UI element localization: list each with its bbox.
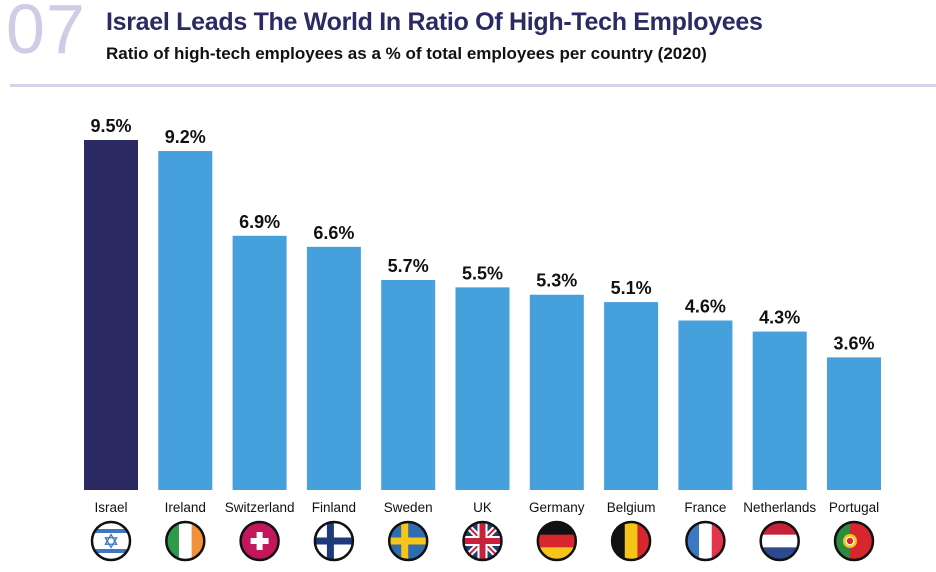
bar-belgium (604, 302, 659, 490)
header-divider (10, 84, 936, 87)
value-label-switzerland: 6.9% (239, 212, 280, 232)
flag-outline (90, 520, 132, 562)
chart-header: 07 Israel Leads The World In Ratio Of Hi… (0, 0, 936, 90)
value-label-france: 4.6% (685, 297, 726, 317)
flag-outline (610, 520, 652, 562)
flag-outline (239, 520, 280, 562)
flag-outline (685, 520, 726, 562)
category-label-switzerland: Switzerland (225, 500, 295, 515)
flag-outline (833, 520, 875, 562)
value-label-belgium: 5.1% (611, 278, 652, 298)
bar-switzerland (232, 235, 287, 490)
chart-subtitle: Ratio of high-tech employees as a % of t… (106, 44, 707, 63)
flag-outline (387, 520, 429, 562)
value-label-finland: 6.6% (313, 223, 354, 243)
value-label-sweden: 5.7% (388, 256, 429, 276)
category-label-belgium: Belgium (607, 500, 656, 515)
category-label-france: France (684, 500, 726, 515)
bar-germany (529, 294, 584, 490)
flag-outline (759, 520, 800, 562)
bar-uk (455, 287, 510, 490)
value-label-ireland: 9.2% (165, 127, 206, 147)
flag-outline (536, 520, 578, 562)
value-label-germany: 5.3% (536, 271, 577, 291)
value-label-uk: 5.5% (462, 263, 503, 283)
bar-israel (84, 140, 138, 490)
category-label-uk: UK (473, 500, 492, 515)
flag-outline (165, 520, 206, 562)
value-label-portugal: 3.6% (833, 333, 874, 353)
category-label-netherlands: Netherlands (743, 500, 816, 515)
category-label-israel: Israel (94, 500, 127, 515)
flag-outline (462, 520, 503, 562)
bar-finland (306, 246, 361, 490)
category-label-germany: Germany (529, 500, 585, 515)
category-label-ireland: Ireland (165, 500, 206, 515)
bar-france (678, 320, 733, 490)
category-label-sweden: Sweden (384, 500, 433, 515)
bar-portugal (827, 357, 881, 490)
bar-netherlands (752, 331, 807, 490)
category-label-portugal: Portugal (829, 500, 879, 515)
chart-title: Israel Leads The World In Ratio Of High-… (106, 8, 763, 36)
bar-sweden (381, 280, 436, 490)
value-label-netherlands: 4.3% (759, 308, 800, 328)
value-label-israel: 9.5% (90, 116, 131, 136)
category-label-finland: Finland (312, 500, 356, 515)
bar-ireland (158, 151, 213, 491)
chapter-number: 07 (6, 0, 86, 68)
flag-outline (313, 520, 355, 562)
